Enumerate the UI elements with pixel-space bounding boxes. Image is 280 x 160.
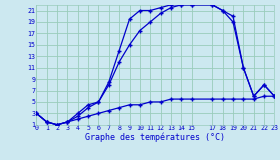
X-axis label: Graphe des températures (°C): Graphe des températures (°C)	[85, 133, 225, 142]
